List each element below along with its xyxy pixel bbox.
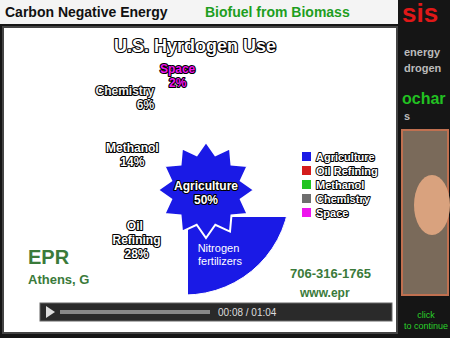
starburst xyxy=(158,142,254,238)
legend-label: Oil Refining xyxy=(316,165,378,177)
phone: 706-316-1765 xyxy=(290,266,371,281)
location: Athens, G xyxy=(28,272,89,287)
data-label-value: 28% xyxy=(124,247,148,261)
header-bar xyxy=(0,0,398,24)
side-text: ochar xyxy=(402,90,446,107)
company: EPR xyxy=(28,246,70,268)
screen: Carbon Negative Energy Biofuel from Bioma… xyxy=(0,0,450,338)
pie-group xyxy=(188,217,290,295)
link-text[interactable]: to continue xyxy=(404,321,448,331)
player-time: 00:08 / 01:04 xyxy=(218,307,277,318)
side-text: energy xyxy=(404,46,441,58)
data-label-value: 50% xyxy=(194,193,218,207)
legend-swatch xyxy=(302,208,311,217)
background xyxy=(0,0,450,338)
player-bar xyxy=(40,303,392,321)
data-label-value: 2% xyxy=(169,76,187,90)
data-label-name: Space xyxy=(160,62,196,76)
side-text: drogen xyxy=(404,62,442,74)
data-label-name: Oil Refining xyxy=(112,219,160,247)
data-label-value: 6% xyxy=(137,98,155,112)
legend-swatch xyxy=(302,152,311,161)
player-progress xyxy=(60,310,210,314)
side-text: sis xyxy=(402,0,438,28)
legend-swatch xyxy=(302,180,311,189)
chart-panel xyxy=(3,27,397,333)
legend-label: Chemistry xyxy=(316,193,371,205)
link-text[interactable]: click xyxy=(417,310,435,320)
legend-label: Space xyxy=(316,207,348,219)
header-right: Biofuel from Biomass xyxy=(205,4,350,20)
labels: Agriculture50% Oil Refining28% Methanol14%… xyxy=(95,62,254,267)
annotation: Nitrogen fertilizers xyxy=(198,242,243,267)
chart-title: U.S. Hyrdogen Use xyxy=(114,36,276,56)
side-text: s xyxy=(404,110,410,122)
data-label-name: Methanol xyxy=(106,141,159,155)
data-label-name: Chemistry xyxy=(95,84,154,98)
play-button[interactable] xyxy=(46,306,55,318)
data-label-value: 14% xyxy=(120,155,144,169)
legend-swatch xyxy=(302,194,311,203)
data-label-name: Agriculture xyxy=(174,179,238,193)
legend: Agriculture Oil Refining Methanol Chemistry… xyxy=(302,151,378,219)
legend-swatch xyxy=(302,166,311,175)
website: www.epr xyxy=(299,286,350,300)
legend-label: Agriculture xyxy=(316,151,375,163)
photo-face xyxy=(414,175,450,235)
header-left: Carbon Negative Energy xyxy=(5,4,168,20)
legend-label: Methanol xyxy=(316,179,364,191)
